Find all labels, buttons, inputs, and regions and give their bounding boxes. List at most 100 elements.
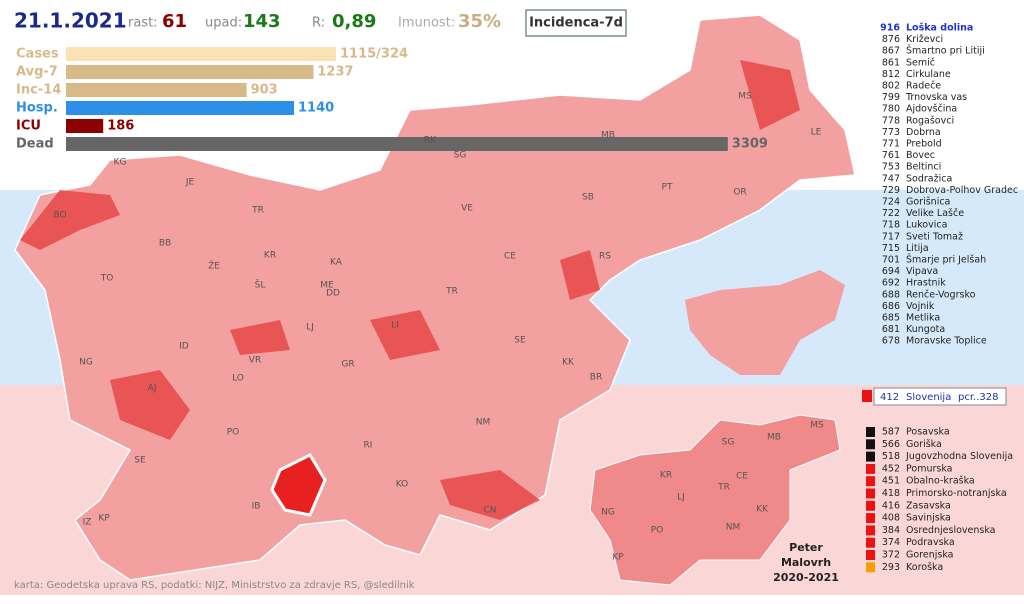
- region-swatch: [866, 427, 875, 437]
- list-name: Sodražica: [906, 173, 952, 184]
- map-label: CN: [483, 506, 496, 516]
- list-value: 718: [882, 220, 900, 231]
- list-value: 701: [882, 255, 900, 266]
- map-label: LI: [391, 321, 399, 331]
- stat-value: 1140: [298, 101, 334, 116]
- region-value: 293: [882, 562, 900, 573]
- list-name: Lukovica: [906, 220, 947, 231]
- region-swatch: [866, 463, 875, 474]
- region-value: 418: [882, 488, 900, 499]
- map-label: NM: [476, 418, 491, 428]
- author: Peter: [789, 541, 823, 554]
- map-label: ID: [179, 342, 189, 352]
- small-map-label: MB: [767, 433, 781, 443]
- value: 143: [243, 11, 281, 32]
- label: R:: [312, 16, 325, 31]
- map-label: TR: [251, 206, 264, 216]
- map-label: KA: [330, 258, 343, 268]
- list-value: 771: [882, 139, 900, 150]
- map-label: KR: [264, 251, 276, 261]
- stat-bar: [66, 119, 104, 133]
- small-map-label: LJ: [677, 493, 685, 503]
- list-value: 681: [882, 324, 900, 335]
- slovenia-pcr: pcr..328: [958, 392, 998, 403]
- region-swatch: [866, 439, 875, 450]
- map-label: PO: [227, 428, 240, 438]
- value: 35%: [458, 11, 501, 32]
- button[interactable]: [525, 9, 627, 37]
- list-value: 916: [880, 23, 900, 34]
- list-name: Beltinci: [906, 162, 941, 173]
- map-label: KG: [114, 158, 127, 168]
- list-value: 678: [882, 336, 900, 347]
- region-value: 451: [882, 476, 900, 487]
- map-label: KP: [98, 514, 110, 524]
- list-value: 688: [882, 289, 900, 300]
- list-name: Gorišnica: [906, 197, 950, 208]
- label: rast:: [128, 16, 158, 31]
- region-name: Savinjska: [906, 513, 951, 524]
- region-swatch: [866, 537, 875, 548]
- small-map-label: KP: [612, 553, 624, 563]
- slovenia-box: [862, 390, 872, 402]
- map-label: AJ: [148, 384, 157, 394]
- stat-label: Inc-14: [16, 83, 61, 98]
- region-swatch: [866, 476, 875, 487]
- list-name: Šmartno pri Litiji: [906, 45, 985, 57]
- list-value: 753: [882, 162, 900, 173]
- map-label: NG: [79, 358, 93, 368]
- value: 61: [162, 11, 187, 32]
- list-value: 799: [882, 92, 900, 103]
- label: Imunost:: [398, 16, 455, 31]
- stat-value: 1115/324: [340, 47, 408, 62]
- map-label: VE: [461, 204, 473, 214]
- map-label: MS: [738, 92, 752, 102]
- button-label[interactable]: Incidenca-7d: [529, 16, 623, 31]
- list-name: Prebold: [906, 139, 942, 150]
- stat-label: Hosp.: [16, 101, 58, 116]
- map-label: RI: [364, 441, 373, 451]
- list-value: 780: [882, 104, 900, 115]
- stat-bar: [66, 101, 294, 115]
- region-name: Gorenjska: [906, 550, 953, 561]
- map-label: SE: [514, 336, 526, 346]
- map-label: BB: [159, 239, 171, 249]
- map-label: BR: [590, 373, 602, 383]
- list-value: 861: [882, 57, 900, 68]
- list-name: Semič: [906, 57, 935, 68]
- region-name: Osrednjeslovenska: [906, 525, 996, 536]
- list-value: 802: [882, 81, 900, 92]
- list-pink: [868, 385, 1024, 595]
- list-name: Loška dolina: [906, 23, 973, 34]
- small-map-label: MS: [810, 421, 824, 431]
- list-value: 761: [882, 150, 900, 161]
- small-map-label: NG: [601, 508, 615, 518]
- map-label: CE: [504, 252, 516, 262]
- region-value: 566: [882, 439, 900, 450]
- map-label: KK: [562, 358, 575, 368]
- map-label: PT: [662, 183, 673, 193]
- region-name: Zasavska: [906, 500, 951, 511]
- list-value: 778: [882, 115, 900, 126]
- region-swatch: [866, 488, 875, 499]
- map-label: SG: [454, 151, 467, 161]
- map-label: TO: [100, 274, 114, 284]
- map-label: DD: [326, 289, 340, 299]
- list-name: Križevci: [906, 34, 943, 45]
- map-label: SE: [134, 456, 146, 466]
- value: 0,89: [332, 11, 376, 32]
- small-map-label: PO: [651, 526, 664, 536]
- region-value: 452: [882, 463, 900, 474]
- region-value: 408: [882, 513, 900, 524]
- map-label: KO: [396, 480, 409, 490]
- list-name: Kungota: [906, 324, 945, 335]
- region-name: Jugovzhodna Slovenija: [905, 451, 1013, 462]
- stat-label: ICU: [16, 119, 41, 134]
- map-label: LE: [811, 128, 822, 138]
- list-value: 747: [882, 173, 900, 184]
- map-label: OR: [733, 188, 746, 198]
- list-name: Renče-Vogrsko: [906, 289, 976, 300]
- map-label: JE: [185, 178, 195, 188]
- list-value: 876: [882, 34, 900, 45]
